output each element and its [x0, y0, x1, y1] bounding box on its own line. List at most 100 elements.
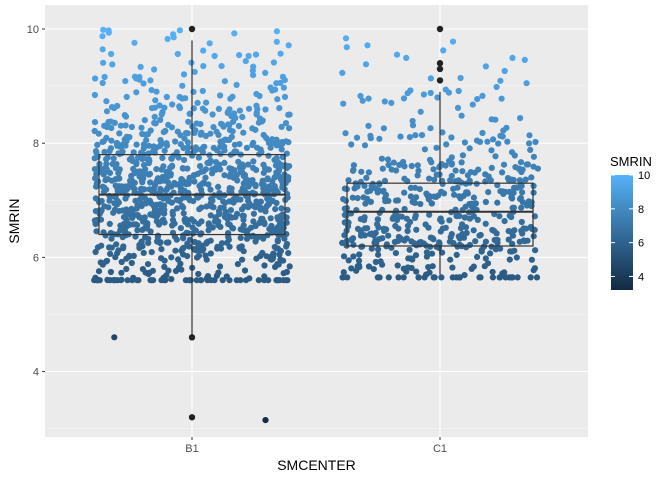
data-point: [227, 95, 234, 102]
data-point: [359, 97, 366, 104]
data-point: [221, 78, 228, 85]
data-point: [253, 198, 260, 205]
data-point: [269, 178, 276, 185]
data-point: [257, 206, 264, 213]
data-point: [221, 159, 228, 166]
data-point: [102, 232, 109, 239]
data-point: [381, 98, 388, 105]
data-point: [499, 169, 506, 176]
data-point: [200, 180, 207, 187]
data-point: [434, 94, 441, 101]
data-point: [147, 211, 154, 218]
data-point: [146, 186, 153, 193]
data-point: [241, 267, 249, 274]
data-point: [186, 110, 193, 117]
data-point: [222, 210, 229, 217]
data-point: [411, 199, 419, 206]
data-point: [165, 197, 172, 204]
data-point: [390, 159, 397, 166]
data-point: [122, 195, 129, 202]
data-point: [453, 251, 460, 258]
x-tick-label: C1: [433, 443, 447, 455]
data-point: [158, 255, 165, 262]
data-point: [379, 235, 386, 242]
data-point: [456, 241, 463, 248]
data-point: [400, 95, 408, 102]
data-point: [376, 135, 383, 142]
data-point: [442, 162, 449, 169]
data-point: [211, 218, 219, 225]
data-point: [134, 227, 141, 234]
data-point: [420, 91, 427, 98]
data-point: [194, 254, 201, 261]
data-point: [482, 255, 489, 262]
data-point: [275, 261, 282, 268]
data-point: [415, 274, 422, 281]
data-point: [459, 152, 466, 159]
data-point: [374, 216, 382, 223]
outlier-point: [188, 25, 196, 33]
data-point: [239, 212, 246, 219]
data-point: [450, 240, 457, 247]
data-point: [373, 240, 380, 247]
data-point: [172, 247, 179, 254]
data-point: [355, 257, 363, 264]
data-point: [281, 77, 288, 84]
data-point: [189, 224, 196, 231]
data-point: [232, 114, 239, 121]
data-point: [372, 258, 379, 266]
data-point: [243, 235, 251, 242]
data-point: [156, 142, 164, 150]
data-point: [210, 144, 217, 151]
data-point: [391, 238, 398, 246]
data-point: [148, 200, 155, 207]
data-point: [348, 141, 355, 148]
data-point: [341, 232, 348, 239]
data-point: [382, 191, 390, 199]
data-point: [151, 104, 158, 111]
data-point: [129, 157, 136, 164]
data-point: [176, 197, 183, 204]
data-point: [172, 181, 179, 188]
data-point: [490, 136, 497, 143]
data-point: [193, 247, 200, 254]
data-point: [253, 255, 260, 262]
data-point: [440, 47, 447, 54]
data-point: [221, 172, 228, 179]
legend-ticks: 4 6 8 10: [611, 170, 650, 283]
data-point: [174, 50, 181, 58]
data-point: [482, 198, 489, 206]
data-point: [487, 250, 494, 257]
data-point: [491, 227, 498, 234]
data-point: [239, 256, 246, 263]
data-point: [164, 35, 171, 43]
data-point: [94, 244, 101, 251]
data-point: [162, 127, 169, 134]
data-point: [345, 219, 352, 226]
data-point: [237, 226, 244, 233]
data-point: [176, 103, 183, 110]
y-axis-ticks: 4 6 8 10: [27, 24, 45, 379]
data-point: [279, 154, 286, 161]
data-point: [513, 254, 520, 261]
data-point: [504, 175, 512, 182]
data-point: [198, 204, 205, 211]
data-point: [413, 194, 420, 201]
data-point: [189, 150, 196, 157]
data-point: [124, 277, 131, 284]
data-point: [121, 112, 128, 119]
data-point: [443, 141, 450, 148]
data-point: [119, 207, 126, 214]
data-point: [169, 211, 176, 218]
y-tick-label: 4: [33, 367, 39, 379]
data-point: [209, 111, 216, 118]
data-point: [161, 202, 168, 209]
data-point: [174, 205, 181, 212]
data-point: [91, 91, 98, 99]
data-point: [190, 88, 197, 95]
data-point: [412, 252, 420, 259]
data-point: [233, 277, 240, 284]
data-point: [255, 277, 262, 284]
data-point: [362, 200, 369, 207]
data-point: [103, 98, 110, 105]
